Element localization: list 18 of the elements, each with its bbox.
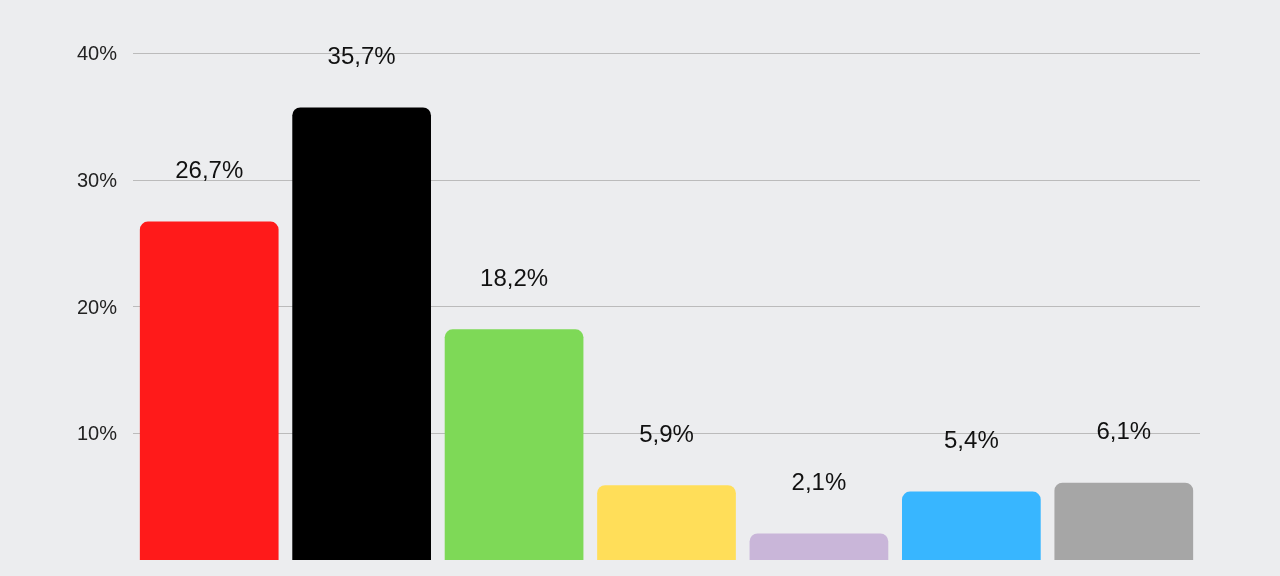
data-label: 26,7%	[175, 156, 244, 184]
data-label: 18,2%	[480, 263, 549, 291]
data-label: 5,9%	[639, 419, 694, 447]
data-label: 2,1%	[791, 467, 847, 495]
y-tick-label: 40%	[76, 42, 118, 64]
bar	[292, 107, 431, 560]
y-tick-label: 10%	[76, 422, 118, 445]
bar	[139, 221, 279, 560]
bar	[749, 533, 889, 560]
bar	[902, 491, 1041, 560]
y-tick-label: 30%	[76, 168, 118, 191]
bar	[597, 485, 736, 560]
bar	[1054, 482, 1194, 560]
data-label: 5,4%	[944, 426, 999, 454]
data-label: 35,7%	[327, 42, 396, 69]
y-tick-label: 20%	[76, 295, 118, 318]
data-label: 6,1%	[1096, 417, 1152, 445]
bar	[444, 329, 584, 560]
